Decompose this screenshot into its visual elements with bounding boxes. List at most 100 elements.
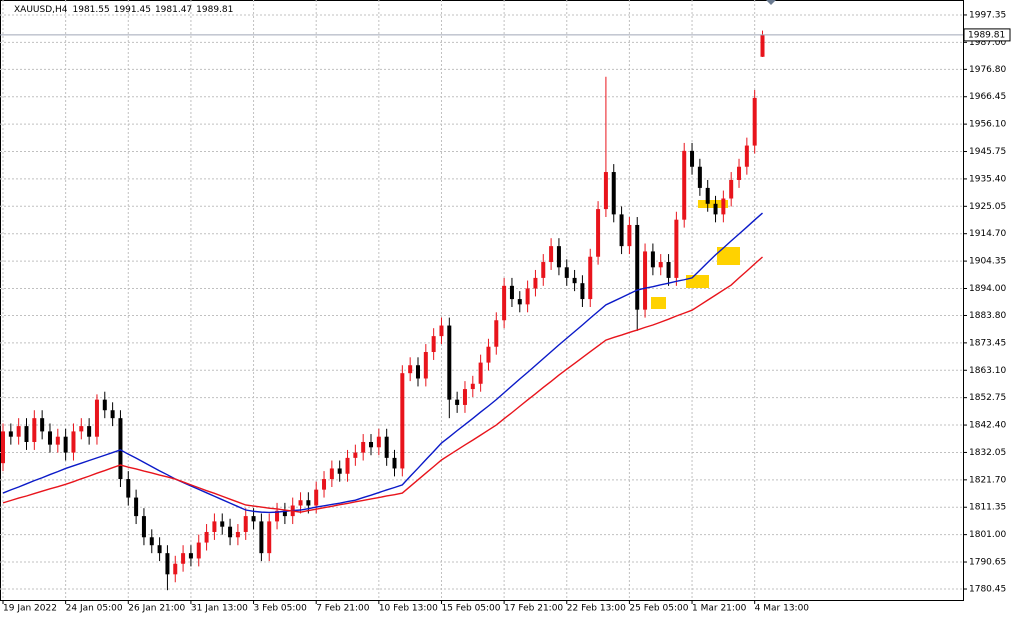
candle-body — [87, 426, 92, 437]
candle-body — [141, 516, 146, 538]
y-tick-label: 1914.70 — [969, 229, 1006, 239]
candle-body — [32, 418, 37, 442]
ma-line — [2, 256, 763, 513]
y-tick-label: 1925.05 — [969, 202, 1006, 212]
candle-body — [314, 489, 319, 506]
x-tick-label: 15 Feb 05:00 — [441, 604, 500, 614]
x-tick-label: 3 Feb 05:00 — [254, 604, 308, 614]
x-tick-label: 17 Feb 21:00 — [504, 604, 563, 614]
x-tick-label: 25 Feb 05:00 — [629, 604, 688, 614]
candle-body — [55, 436, 60, 445]
candle-body — [181, 553, 186, 564]
candle-body — [470, 383, 475, 390]
y-tick-label: 1935.40 — [969, 174, 1006, 184]
candle-body — [502, 285, 507, 321]
candle-body — [627, 224, 632, 247]
candle-body — [157, 545, 162, 554]
candle-body — [658, 262, 663, 268]
y-tick-label: 1780.45 — [969, 585, 1006, 595]
candle-body — [603, 172, 608, 210]
candle-body — [196, 542, 201, 559]
candle-body — [564, 267, 569, 278]
x-tick-label: 26 Jan 21:00 — [128, 604, 185, 614]
candle-body — [188, 553, 193, 559]
high-value: 1991.45 — [114, 5, 151, 15]
candle-body — [118, 418, 123, 480]
candle-body — [251, 516, 256, 522]
candle-body — [220, 521, 225, 527]
candle-body — [455, 399, 460, 405]
candle-body — [369, 441, 374, 448]
x-tick-label: 22 Feb 13:00 — [567, 604, 626, 614]
y-tick-label: 1987.00 — [969, 38, 1006, 48]
y-tick-label: 1956.10 — [969, 120, 1006, 130]
candle-body — [149, 537, 154, 546]
candle-body — [79, 426, 84, 432]
y-tick-label: 1883.80 — [969, 311, 1006, 321]
candle-body — [408, 365, 413, 374]
y-tick-label: 1863.10 — [969, 366, 1006, 376]
candle-body — [729, 179, 734, 199]
candle-body — [611, 172, 616, 215]
y-tick-label: 1832.05 — [969, 448, 1006, 458]
y-tick-label: 1842.40 — [969, 421, 1006, 431]
candle-body — [423, 352, 428, 379]
highlight — [651, 297, 666, 309]
price-label-box — [963, 28, 1011, 42]
candle-body — [306, 500, 311, 506]
candle-body — [431, 336, 436, 353]
low-value: 1981.47 — [155, 5, 192, 15]
candle-body — [619, 214, 624, 247]
candle-body — [47, 431, 52, 445]
candle-body — [572, 277, 577, 284]
candle-body — [737, 166, 742, 180]
candle-body — [267, 521, 272, 554]
y-tick-label: 1997.35 — [969, 10, 1006, 20]
candle-body — [235, 531, 240, 538]
y-tick-label: 1852.75 — [969, 393, 1006, 403]
candle-body — [447, 325, 452, 400]
candle-body — [173, 563, 178, 575]
price-label: 1989.81 — [968, 30, 1005, 40]
x-tick-label: 24 Jan 05:00 — [66, 604, 123, 614]
candle-body — [212, 521, 217, 532]
y-tick-label: 1976.80 — [969, 65, 1006, 75]
candle-body — [353, 452, 358, 458]
candle-body — [243, 516, 248, 532]
candle-body — [713, 203, 718, 215]
candle-body — [509, 285, 514, 300]
candle-body — [1, 431, 5, 464]
y-tick-label: 1811.35 — [969, 503, 1006, 513]
candle-body — [329, 468, 334, 480]
candle-body — [275, 510, 280, 522]
candle-body — [63, 436, 68, 453]
candle-body — [94, 399, 99, 437]
candle-body — [635, 224, 640, 310]
x-tick-label: 31 Jan 13:00 — [191, 604, 248, 614]
candle-body — [8, 431, 13, 437]
candle-body — [697, 166, 702, 188]
candle-body — [486, 346, 491, 363]
x-tick-label: 10 Feb 13:00 — [379, 604, 438, 614]
candle-body — [478, 362, 483, 384]
highlight — [717, 247, 740, 265]
ma-line — [2, 212, 763, 514]
x-tick-label: 4 Mar 13:00 — [755, 604, 810, 614]
candle-body — [298, 500, 303, 506]
candle-body — [361, 441, 366, 453]
symbol: XAUUSD,H4 — [14, 5, 68, 15]
marks — [1, 30, 765, 591]
candle-body — [494, 320, 499, 347]
chart-header: XAUUSD,H4 1981.55 1991.45 1981.47 1989.81 — [14, 5, 233, 15]
candle-body — [682, 150, 687, 220]
y-tick-label: 1801.00 — [969, 530, 1006, 540]
candle-body — [744, 145, 749, 167]
x-tick-label: 1 Mar 21:00 — [692, 604, 747, 614]
highlight — [686, 275, 709, 288]
candle-body — [71, 431, 76, 453]
open-value: 1981.55 — [73, 5, 110, 15]
candle-body — [752, 97, 757, 146]
candle-body — [102, 399, 107, 411]
candle-body — [596, 209, 601, 257]
